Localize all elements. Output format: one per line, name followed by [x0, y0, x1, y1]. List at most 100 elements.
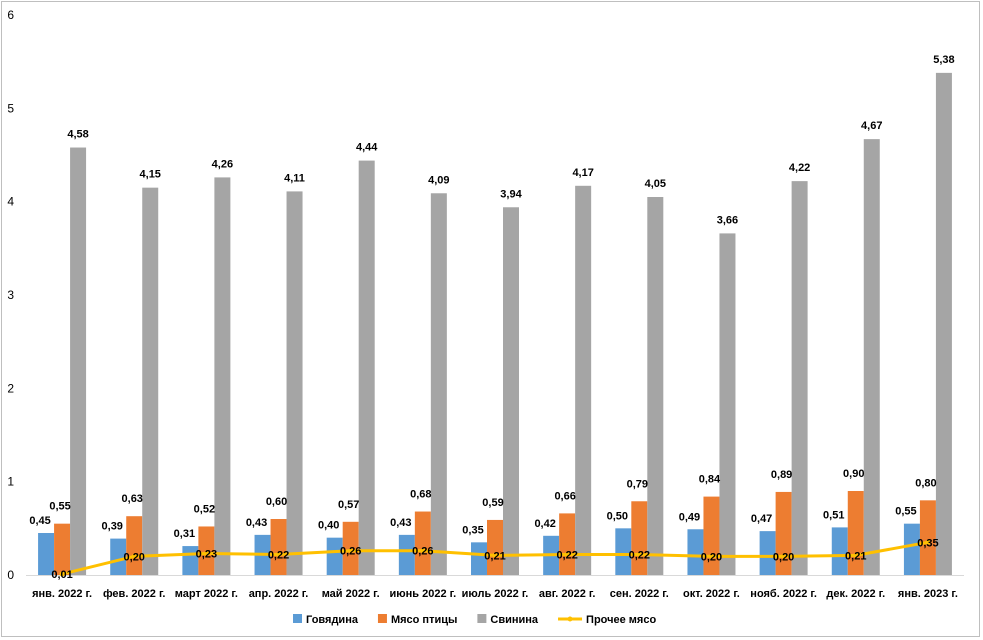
bar-data-label: 4,67	[861, 120, 882, 132]
bar-data-label: 0,49	[679, 511, 700, 523]
x-category-label: окт. 2022 г.	[683, 588, 740, 600]
bar-data-label: 0,80	[915, 477, 936, 489]
line-point	[348, 548, 354, 554]
line-data-label: 0,26	[340, 546, 361, 558]
bar-data-label: 4,58	[67, 129, 88, 141]
bar-2	[631, 501, 648, 575]
bar-1	[38, 533, 55, 575]
bar-3	[358, 160, 375, 575]
bar-1	[831, 527, 848, 575]
bar-data-label: 0,55	[49, 501, 70, 513]
bar-3	[719, 233, 736, 575]
bar-data-label: 0,66	[554, 490, 575, 502]
x-category-label: авг. 2022 г.	[539, 588, 596, 600]
line-point	[276, 551, 282, 557]
line-data-label: 0,22	[629, 549, 650, 561]
bar-data-label: 4,22	[789, 162, 810, 174]
line-data-label: 0,35	[917, 537, 938, 549]
bar-1	[615, 528, 632, 575]
y-tick-label: 4	[7, 195, 14, 209]
bar-data-label: 0,47	[751, 513, 772, 525]
x-category-label: май 2022 г.	[322, 588, 380, 600]
line-point	[492, 552, 498, 558]
line-data-label: 0,26	[412, 546, 433, 558]
line-data-label: 0,23	[196, 549, 217, 561]
bar-2	[414, 511, 431, 575]
bar-1	[903, 523, 920, 575]
legend: Говядина Мясо птицы Свинина Прочее мясо	[293, 614, 656, 626]
bar-data-label: 4,15	[140, 169, 161, 181]
bar-data-label: 4,11	[284, 172, 305, 184]
bar-data-label: 4,17	[572, 167, 593, 179]
bar-data-label: 0,68	[410, 489, 431, 501]
y-tick-label: 5	[7, 101, 14, 115]
y-axis: 0 1 2 3 4 5 6	[7, 8, 14, 582]
bar-data-label: 0,50	[607, 510, 628, 522]
line-series-group	[59, 539, 931, 577]
bar-2	[559, 513, 576, 575]
bar-data-label: 0,79	[627, 478, 648, 490]
x-category-label: фев. 2022 г.	[103, 588, 166, 600]
legend-swatch	[377, 614, 387, 623]
bar-data-label: 3,94	[500, 188, 522, 200]
legend-swatch	[477, 614, 487, 623]
bar-3	[70, 147, 87, 576]
bar-data-label: 0,51	[823, 509, 844, 521]
x-category-label: нояб. 2022 г.	[750, 588, 817, 600]
line-data-label: 0,20	[773, 551, 794, 563]
bar-3	[647, 197, 664, 575]
bar-1	[759, 531, 776, 575]
bar-data-label: 0,45	[29, 515, 50, 527]
bar-data-label: 0,52	[194, 503, 215, 515]
bar-data-label: 0,63	[122, 493, 143, 505]
bar-1	[398, 534, 415, 575]
line-point	[420, 548, 426, 554]
bar-2	[198, 526, 215, 575]
legend-line-marker	[567, 616, 573, 622]
bar-1	[110, 538, 127, 575]
bar-1	[326, 537, 343, 575]
line-point	[131, 553, 137, 559]
bar-series-group	[38, 72, 952, 576]
line-point	[564, 551, 570, 557]
bar-data-label: 0,43	[390, 517, 411, 529]
line-point	[925, 539, 931, 545]
bar-1	[687, 529, 704, 575]
bar-3	[286, 191, 303, 575]
legend-label: Прочее мясо	[586, 614, 656, 626]
x-category-label: дек. 2022 г.	[826, 588, 885, 600]
bar-2	[775, 491, 792, 575]
y-tick-label: 1	[7, 475, 14, 489]
bar-3	[863, 139, 880, 575]
bar-2	[919, 500, 936, 575]
bar-data-label: 0,59	[482, 497, 503, 509]
line-point	[203, 551, 209, 557]
x-category-label: сен. 2022 г.	[610, 588, 669, 600]
bar-data-label: 0,35	[462, 524, 483, 536]
line-point	[636, 551, 642, 557]
data-labels-group: 0,45 0,39 0,31 0,43 0,40 0,43 0,35 0,42 0,50 0,49…	[29, 54, 954, 581]
line-data-label: 0,22	[556, 549, 577, 561]
bar-3	[214, 177, 231, 575]
bar-3	[791, 181, 808, 575]
bar-2	[487, 519, 503, 575]
bar-data-label: 4,26	[212, 158, 233, 170]
bar-2	[54, 523, 71, 575]
bar-1	[471, 542, 487, 575]
legend-label: Мясо птицы	[391, 614, 457, 626]
bar-data-label: 4,44	[356, 142, 378, 154]
bar-3	[503, 207, 519, 575]
bar-3	[935, 72, 952, 575]
line-data-label: 0,21	[845, 550, 866, 562]
line-point	[708, 553, 714, 559]
bar-3	[142, 187, 159, 575]
bar-data-label: 0,40	[318, 520, 339, 532]
line-data-label: 0,20	[124, 551, 145, 563]
bar-data-label: 0,39	[102, 521, 123, 533]
bar-data-label: 5,38	[933, 54, 954, 66]
line-data-label: 0,01	[51, 569, 72, 581]
bar-data-label: 3,66	[717, 214, 738, 226]
bar-data-label: 0,84	[699, 474, 721, 486]
line-point	[781, 553, 787, 559]
